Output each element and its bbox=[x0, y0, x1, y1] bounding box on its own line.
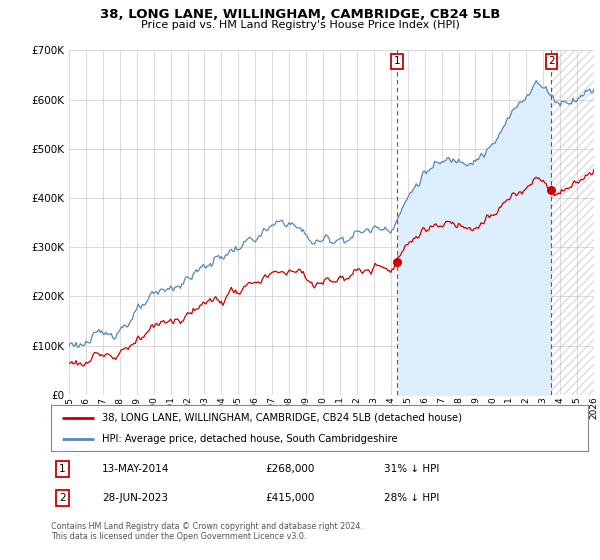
Text: This data is licensed under the Open Government Licence v3.0.: This data is licensed under the Open Gov… bbox=[51, 532, 307, 541]
Text: £415,000: £415,000 bbox=[266, 493, 315, 503]
Text: 31% ↓ HPI: 31% ↓ HPI bbox=[384, 464, 439, 474]
Text: £268,000: £268,000 bbox=[266, 464, 315, 474]
Text: 28% ↓ HPI: 28% ↓ HPI bbox=[384, 493, 439, 503]
Text: 2: 2 bbox=[548, 57, 555, 66]
Text: Price paid vs. HM Land Registry's House Price Index (HPI): Price paid vs. HM Land Registry's House … bbox=[140, 20, 460, 30]
Text: 1: 1 bbox=[394, 57, 400, 66]
Text: 2: 2 bbox=[59, 493, 65, 503]
Bar bbox=[551, 50, 594, 395]
Text: HPI: Average price, detached house, South Cambridgeshire: HPI: Average price, detached house, Sout… bbox=[102, 435, 398, 444]
Text: Contains HM Land Registry data © Crown copyright and database right 2024.: Contains HM Land Registry data © Crown c… bbox=[51, 522, 363, 531]
Text: 38, LONG LANE, WILLINGHAM, CAMBRIDGE, CB24 5LB: 38, LONG LANE, WILLINGHAM, CAMBRIDGE, CB… bbox=[100, 8, 500, 21]
Text: 1: 1 bbox=[59, 464, 65, 474]
Text: 38, LONG LANE, WILLINGHAM, CAMBRIDGE, CB24 5LB (detached house): 38, LONG LANE, WILLINGHAM, CAMBRIDGE, CB… bbox=[102, 413, 462, 423]
Text: 28-JUN-2023: 28-JUN-2023 bbox=[102, 493, 168, 503]
Text: 13-MAY-2014: 13-MAY-2014 bbox=[102, 464, 169, 474]
